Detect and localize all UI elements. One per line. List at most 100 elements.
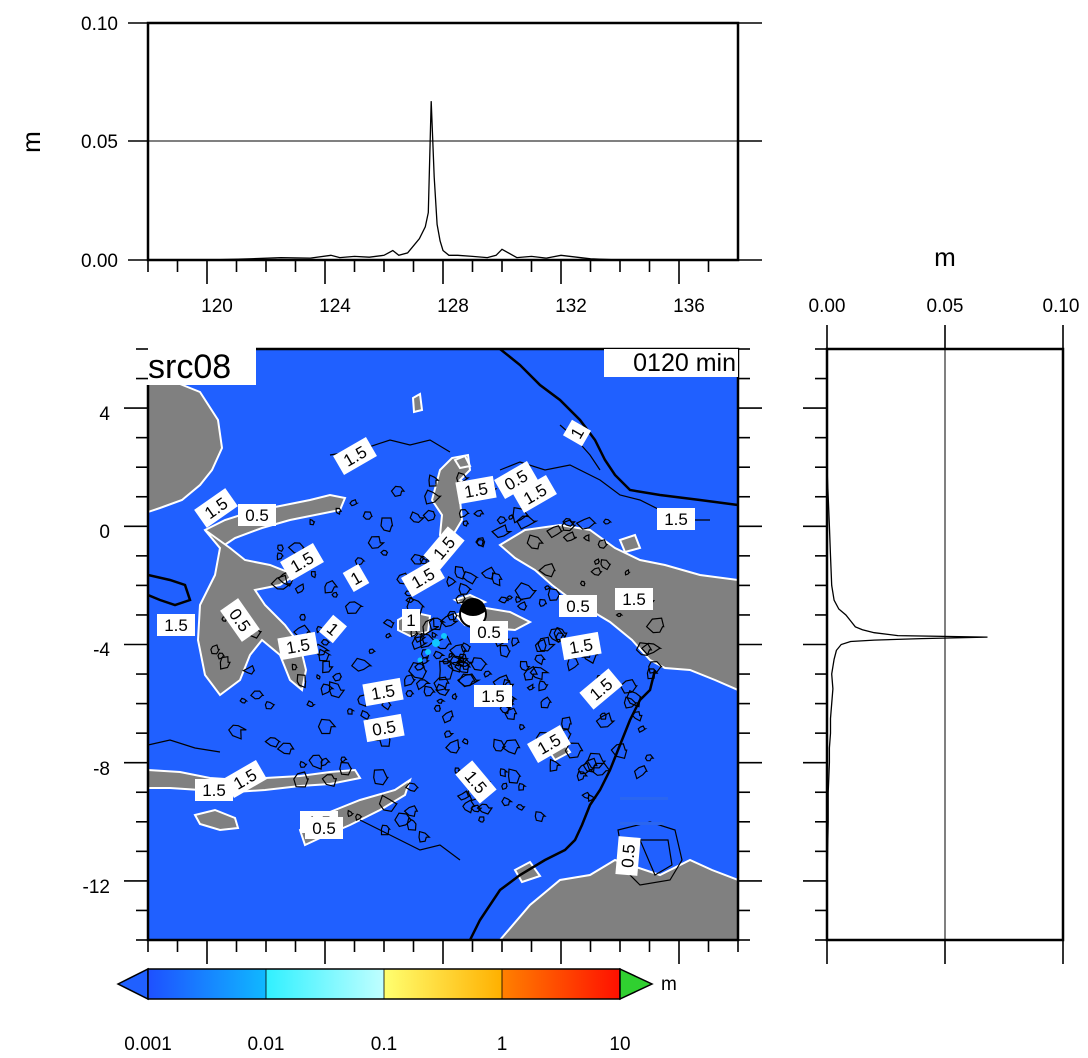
contour-blob <box>480 566 497 580</box>
contour-blob <box>492 738 507 752</box>
land-sumba <box>193 808 240 832</box>
contour-blob <box>491 572 503 587</box>
contour-blob <box>219 655 231 670</box>
top-profile-ytick: 0.00 <box>81 251 118 272</box>
top-profile-ylabel: m <box>16 131 46 153</box>
contour-line <box>639 839 673 876</box>
contour-blob <box>516 601 528 611</box>
contour-label: 1.5 <box>157 614 195 636</box>
contour-blob <box>645 617 665 634</box>
contour-blob <box>277 544 284 553</box>
contour-blob <box>529 666 550 681</box>
contour-blob <box>378 794 398 812</box>
contour-blob <box>523 665 539 681</box>
contour-blob <box>537 636 556 652</box>
contour-line <box>148 739 221 753</box>
contour-blob <box>368 648 377 654</box>
contour-blob <box>593 558 601 565</box>
shelf-edge-contours <box>148 349 738 940</box>
contour-blob <box>385 632 392 639</box>
contour-blob <box>439 612 459 628</box>
contour-blob <box>624 568 631 576</box>
contour-blob <box>458 582 473 596</box>
contour-blob <box>633 765 648 780</box>
contour-blob <box>394 812 413 828</box>
contour-blob <box>515 803 526 811</box>
contour-blob <box>354 557 366 567</box>
map-title: src08 <box>148 348 231 386</box>
contour-blob <box>449 644 468 659</box>
contour-blob <box>561 519 577 532</box>
contour-blob <box>411 635 429 650</box>
contour-blob <box>346 708 356 715</box>
contour-blob <box>538 562 556 578</box>
svg-text:0.5: 0.5 <box>566 597 590 616</box>
colorbar-tick: 0.01 <box>248 1034 285 1055</box>
contour-blob <box>526 683 536 691</box>
contour-blob <box>599 712 607 720</box>
contour-blob <box>318 648 332 662</box>
contour-blob <box>547 587 561 602</box>
side-profile-xlabel: m <box>934 242 956 272</box>
contour-blob <box>458 508 470 519</box>
contour-blob <box>499 768 509 778</box>
svg-text:1.5: 1.5 <box>370 681 397 704</box>
contour-blob <box>473 509 485 517</box>
colorbar: m 0.001 0.01 0.1 1 10 <box>116 967 677 1055</box>
contour-blob <box>451 692 458 701</box>
contour-blob <box>270 574 293 590</box>
side-profile-panel: 0.00 0.05 0.10 m <box>803 242 1079 964</box>
contour-blob <box>461 738 469 745</box>
contour-blob <box>499 644 511 658</box>
contour-blob <box>511 637 520 647</box>
contour-blob <box>362 511 373 520</box>
colorbar-under-arrow <box>116 967 149 1001</box>
contour-blob <box>331 591 339 598</box>
svg-text:1.5: 1.5 <box>622 590 646 609</box>
side-profile-line <box>826 349 988 940</box>
contour-blob <box>332 672 343 682</box>
contour-blob <box>540 696 553 709</box>
contour-blob <box>423 685 436 697</box>
contour-blob <box>475 537 486 548</box>
colorbar-tick: 0.001 <box>124 1034 172 1055</box>
land-masses <box>148 378 738 940</box>
contour-blob <box>433 704 442 712</box>
land-island <box>513 860 542 884</box>
contour-blob <box>432 650 446 660</box>
contour-blob <box>309 518 316 526</box>
contour-blob <box>501 782 508 791</box>
top-profile-xtick-label: 132 <box>555 296 587 317</box>
svg-text:1.5: 1.5 <box>285 635 312 658</box>
contour-blob <box>534 638 547 653</box>
contour-blob <box>413 633 427 643</box>
colorbar-tick: 1 <box>497 1034 508 1055</box>
top-profile-xtick-label: 120 <box>201 296 233 317</box>
contour-label: 1 <box>342 563 370 593</box>
contour-blob <box>431 631 439 638</box>
contour-blob <box>264 736 282 748</box>
contour-blob <box>454 565 466 580</box>
contour-blob <box>626 690 643 708</box>
contour-blob <box>350 657 373 672</box>
lat-label: -12 <box>83 877 110 898</box>
map-panel: 1.5 1.5 0.5 1.5 1 1.5 1.5 0.5 1.5 1 1.5 1 1.5 0.5 1.5 0… <box>83 347 762 964</box>
land-island <box>618 533 642 554</box>
contour-blob <box>316 674 321 680</box>
svg-text:1: 1 <box>406 611 415 630</box>
contour-blob <box>418 830 431 843</box>
contour-blob <box>501 796 514 807</box>
contour-blob <box>462 799 476 814</box>
contour-blob <box>597 539 609 549</box>
contour-blob <box>448 652 455 659</box>
contour-blob <box>457 673 476 687</box>
contour-blob <box>445 738 461 754</box>
contour-blob <box>462 520 470 527</box>
contour-blob <box>264 701 276 710</box>
time-box <box>604 349 738 377</box>
contour-blob <box>296 674 307 689</box>
contour-blob <box>414 660 425 671</box>
top-profile-xticks <box>147 260 710 284</box>
top-profile-xtick-label: 124 <box>319 296 351 317</box>
contour-blob <box>435 683 451 697</box>
